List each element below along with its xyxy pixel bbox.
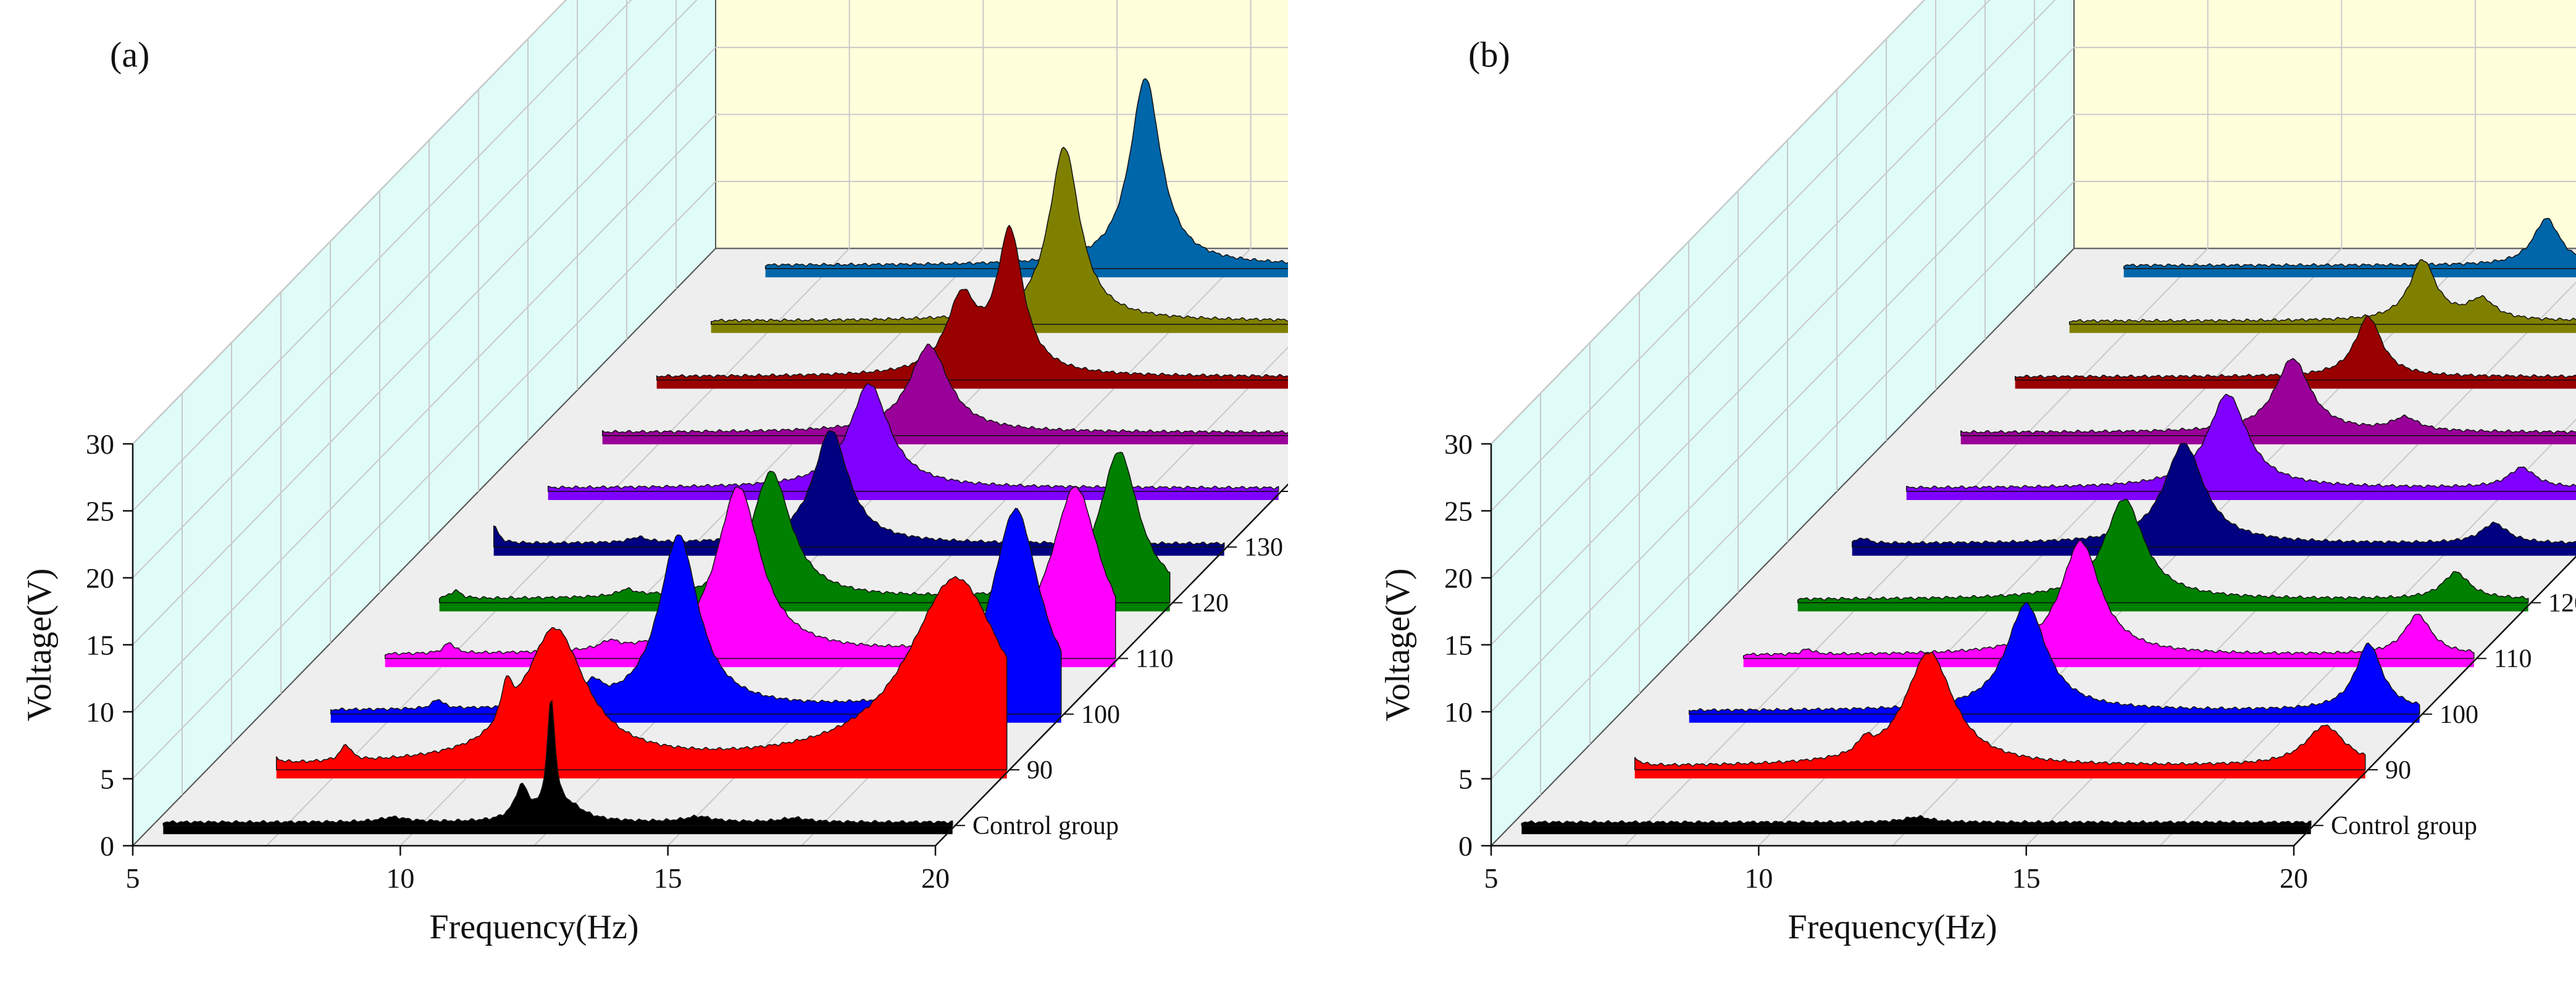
- y-tick-label: 10: [1444, 696, 1473, 728]
- depth-tick-label: 90: [2385, 756, 2411, 785]
- series-baseline-130: [1852, 547, 2576, 556]
- y-tick-label: 20: [1444, 562, 1473, 594]
- depth-tick-label: 100: [1081, 701, 1120, 729]
- x-axis-title: Frequency(Hz): [1788, 908, 1997, 946]
- series-area-140: [547, 383, 1279, 492]
- y-tick-label: 5: [1458, 764, 1473, 795]
- y-tick-label: 0: [100, 830, 114, 862]
- series-area-90: [275, 576, 1008, 770]
- series-baseline-90: [1634, 770, 2365, 778]
- depth-tick-label: Control group: [972, 812, 1119, 840]
- series-area-160: [656, 225, 1288, 381]
- y-axis-title: Voltage(V): [1379, 569, 1417, 722]
- series-area-130: [1851, 443, 2576, 548]
- depth-tick-label: 90: [1027, 756, 1053, 785]
- series-area-110: [1742, 540, 2475, 659]
- y-tick-label: 10: [86, 696, 114, 728]
- y-tick-label: 5: [100, 764, 114, 795]
- series-area-140: [1905, 393, 2576, 492]
- z-axis-line: [2293, 555, 2576, 846]
- y-tick-label: 30: [86, 428, 114, 460]
- series-baseline-140: [548, 491, 1279, 500]
- chart-panel-b: 18017016015014013012011010090Control gro…: [1358, 0, 2576, 1005]
- series-area-90: [1634, 652, 2366, 770]
- series-baseline-control-group: [163, 825, 953, 835]
- x-tick-label: 20: [2280, 862, 2308, 894]
- depth-tick-label: 110: [2494, 645, 2532, 673]
- y-tick-label: 15: [1444, 630, 1473, 661]
- y-tick-label: 25: [1444, 496, 1473, 527]
- panel-label: (a): [110, 35, 149, 75]
- x-tick-label: 5: [1484, 862, 1499, 894]
- back-wall: [2073, 0, 2576, 249]
- series-area-180: [764, 78, 1288, 269]
- back-wall: [715, 0, 1288, 249]
- series-baseline-100: [1689, 714, 2420, 723]
- series-area-160: [2014, 315, 2576, 381]
- series-area-150: [601, 343, 1288, 436]
- y-tick-label: 30: [1444, 428, 1473, 460]
- x-tick-label: 15: [654, 862, 682, 894]
- series-baseline-150: [602, 435, 1288, 444]
- series-area-170: [710, 146, 1288, 325]
- series-baseline-150: [1960, 435, 2576, 444]
- waterfall-chart-b: 18017016015014013012011010090Control gro…: [1379, 0, 2576, 946]
- x-tick-label: 15: [2012, 862, 2041, 894]
- y-axis-title: Voltage(V): [20, 569, 59, 722]
- x-tick-label: 20: [921, 862, 950, 894]
- depth-tick-label: Control group: [2331, 812, 2477, 840]
- x-tick-label: 10: [1744, 862, 1773, 894]
- y-tick-label: 15: [86, 630, 114, 661]
- depth-tick-label: 110: [1135, 645, 1173, 673]
- series-group: [1521, 218, 2576, 835]
- series-baseline-120: [1797, 603, 2528, 612]
- series-baseline-180: [765, 269, 1288, 278]
- series-group: [162, 78, 1288, 835]
- series-baseline-160: [656, 380, 1288, 389]
- series-baseline-90: [276, 770, 1007, 778]
- series-baseline-170: [2069, 324, 2576, 333]
- series-area-180: [2123, 218, 2576, 269]
- y-tick-label: 25: [86, 496, 114, 527]
- chart-panel-a: 18017016015014013012011010090Control gro…: [20, 0, 1288, 946]
- series-area-control-group: [1521, 815, 2312, 826]
- series-area-120: [1797, 498, 2529, 604]
- depth-tick-label: 100: [2440, 701, 2478, 729]
- depth-tick-label: 120: [2548, 589, 2576, 617]
- series-baseline-180: [2123, 269, 2576, 278]
- y-tick-label: 20: [86, 562, 114, 594]
- depth-tick-label: 130: [1244, 533, 1283, 562]
- x-tick-label: 5: [126, 862, 140, 894]
- series-baseline-control-group: [1521, 825, 2311, 835]
- y-tick-label: 0: [1458, 830, 1473, 862]
- x-axis-title: Frequency(Hz): [430, 908, 639, 946]
- series-area-100: [1688, 601, 2420, 715]
- series-baseline-140: [1906, 491, 2576, 500]
- series-area-150: [1960, 357, 2576, 436]
- x-tick-label: 10: [386, 862, 414, 894]
- depth-tick-label: 120: [1190, 589, 1229, 617]
- panel-label: (b): [1468, 35, 1510, 75]
- waterfall-chart-a: 18017016015014013012011010090Control gro…: [20, 0, 1288, 946]
- series-area-control-group: [162, 700, 953, 826]
- z-axis-line: [935, 483, 1288, 846]
- series-area-170: [2068, 259, 2576, 325]
